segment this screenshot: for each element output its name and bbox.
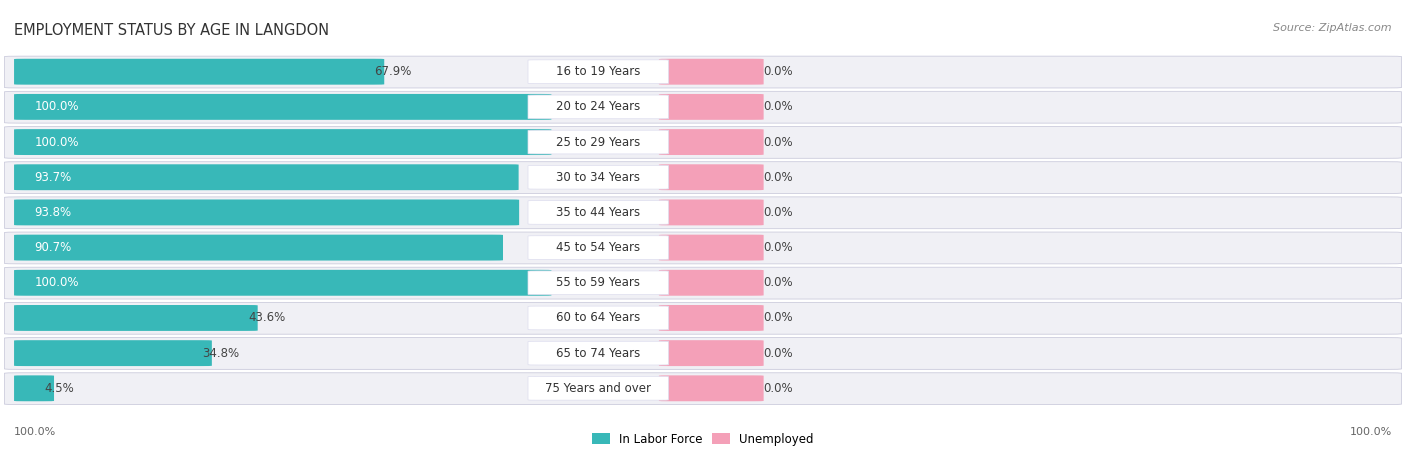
FancyBboxPatch shape xyxy=(4,338,1402,369)
FancyBboxPatch shape xyxy=(659,305,763,331)
Text: 93.8%: 93.8% xyxy=(35,206,72,219)
Text: 25 to 29 Years: 25 to 29 Years xyxy=(557,136,640,148)
Text: 100.0%: 100.0% xyxy=(14,428,56,437)
Text: 60 to 64 Years: 60 to 64 Years xyxy=(557,312,640,324)
FancyBboxPatch shape xyxy=(14,270,551,296)
Text: 0.0%: 0.0% xyxy=(763,65,793,78)
Text: 0.0%: 0.0% xyxy=(763,347,793,359)
FancyBboxPatch shape xyxy=(659,59,763,85)
FancyBboxPatch shape xyxy=(4,267,1402,299)
Text: 30 to 34 Years: 30 to 34 Years xyxy=(557,171,640,184)
Text: 100.0%: 100.0% xyxy=(35,101,79,113)
Text: 75 Years and over: 75 Years and over xyxy=(546,382,651,395)
FancyBboxPatch shape xyxy=(4,303,1402,334)
Text: 0.0%: 0.0% xyxy=(763,136,793,148)
FancyBboxPatch shape xyxy=(4,197,1402,229)
Text: 67.9%: 67.9% xyxy=(374,65,412,78)
FancyBboxPatch shape xyxy=(659,129,763,155)
Text: 34.8%: 34.8% xyxy=(202,347,239,359)
FancyBboxPatch shape xyxy=(659,340,763,366)
FancyBboxPatch shape xyxy=(529,306,669,330)
Text: 0.0%: 0.0% xyxy=(763,382,793,395)
Text: 0.0%: 0.0% xyxy=(763,241,793,254)
FancyBboxPatch shape xyxy=(529,95,669,119)
FancyBboxPatch shape xyxy=(529,201,669,224)
Text: 100.0%: 100.0% xyxy=(35,276,79,289)
FancyBboxPatch shape xyxy=(14,129,551,155)
FancyBboxPatch shape xyxy=(529,341,669,365)
FancyBboxPatch shape xyxy=(529,60,669,83)
FancyBboxPatch shape xyxy=(659,164,763,190)
Text: 16 to 19 Years: 16 to 19 Years xyxy=(557,65,641,78)
FancyBboxPatch shape xyxy=(14,375,53,401)
Text: 0.0%: 0.0% xyxy=(763,312,793,324)
FancyBboxPatch shape xyxy=(4,127,1402,158)
FancyBboxPatch shape xyxy=(14,305,257,331)
Text: 20 to 24 Years: 20 to 24 Years xyxy=(557,101,640,113)
Text: 90.7%: 90.7% xyxy=(35,241,72,254)
FancyBboxPatch shape xyxy=(4,56,1402,88)
Legend: In Labor Force, Unemployed: In Labor Force, Unemployed xyxy=(592,433,814,446)
Text: 35 to 44 Years: 35 to 44 Years xyxy=(557,206,640,219)
Text: 55 to 59 Years: 55 to 59 Years xyxy=(557,276,640,289)
Text: 45 to 54 Years: 45 to 54 Years xyxy=(557,241,640,254)
FancyBboxPatch shape xyxy=(529,166,669,189)
Text: EMPLOYMENT STATUS BY AGE IN LANGDON: EMPLOYMENT STATUS BY AGE IN LANGDON xyxy=(14,23,329,37)
Text: 0.0%: 0.0% xyxy=(763,206,793,219)
Text: 0.0%: 0.0% xyxy=(763,101,793,113)
Text: 4.5%: 4.5% xyxy=(45,382,75,395)
FancyBboxPatch shape xyxy=(529,236,669,259)
Text: 93.7%: 93.7% xyxy=(35,171,72,184)
FancyBboxPatch shape xyxy=(659,375,763,401)
Text: 0.0%: 0.0% xyxy=(763,276,793,289)
Text: Source: ZipAtlas.com: Source: ZipAtlas.com xyxy=(1274,23,1392,32)
FancyBboxPatch shape xyxy=(529,271,669,295)
Text: 43.6%: 43.6% xyxy=(247,312,285,324)
FancyBboxPatch shape xyxy=(659,94,763,120)
FancyBboxPatch shape xyxy=(4,232,1402,264)
FancyBboxPatch shape xyxy=(14,235,503,261)
FancyBboxPatch shape xyxy=(14,164,519,190)
FancyBboxPatch shape xyxy=(659,235,763,261)
FancyBboxPatch shape xyxy=(4,92,1402,123)
FancyBboxPatch shape xyxy=(14,59,384,85)
Text: 0.0%: 0.0% xyxy=(763,171,793,184)
FancyBboxPatch shape xyxy=(14,94,551,120)
Text: 100.0%: 100.0% xyxy=(35,136,79,148)
FancyBboxPatch shape xyxy=(529,377,669,400)
FancyBboxPatch shape xyxy=(529,130,669,154)
FancyBboxPatch shape xyxy=(4,373,1402,405)
Text: 100.0%: 100.0% xyxy=(1350,428,1392,437)
FancyBboxPatch shape xyxy=(14,340,212,366)
FancyBboxPatch shape xyxy=(4,162,1402,193)
FancyBboxPatch shape xyxy=(14,199,519,226)
Text: 65 to 74 Years: 65 to 74 Years xyxy=(557,347,640,359)
FancyBboxPatch shape xyxy=(659,270,763,296)
FancyBboxPatch shape xyxy=(659,199,763,226)
